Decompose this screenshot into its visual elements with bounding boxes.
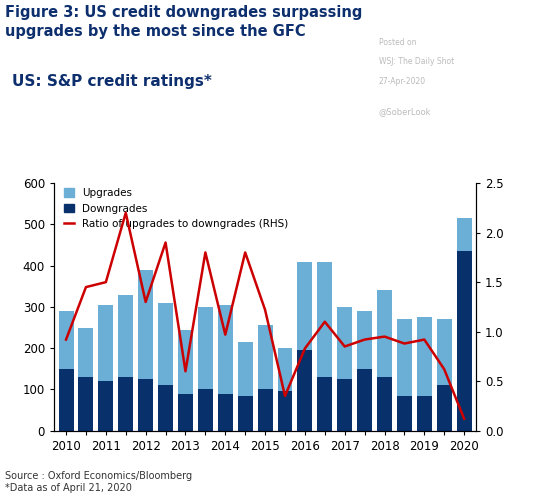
Bar (377, 291, 392, 377)
Bar (237, 396, 253, 431)
Ratio of upgrades to downgrades (RHS) (83, 284, 89, 290)
Ratio of upgrades to downgrades (RHS) (302, 346, 308, 351)
Bar (298, 261, 312, 350)
Ratio of upgrades to downgrades (RHS) (182, 368, 189, 374)
Bar (118, 295, 133, 377)
Ratio of upgrades to downgrades (RHS) (242, 249, 248, 255)
Bar (198, 307, 213, 390)
Bar (158, 303, 173, 385)
Bar (457, 218, 472, 251)
Text: Figure 3: US credit downgrades surpassing
upgrades by the most since the GFC: Figure 3: US credit downgrades surpassin… (5, 5, 363, 39)
Text: 27-Apr-2020: 27-Apr-2020 (379, 77, 426, 86)
Bar (318, 261, 332, 377)
Ratio of upgrades to downgrades (RHS) (122, 210, 129, 216)
Bar (417, 396, 432, 431)
Text: Posted on: Posted on (379, 38, 416, 47)
Text: @SoberLook: @SoberLook (379, 107, 431, 116)
Bar (78, 328, 94, 377)
Ratio of upgrades to downgrades (RHS) (202, 249, 209, 255)
Bar (437, 385, 452, 431)
Bar (138, 270, 153, 379)
Ratio of upgrades to downgrades (RHS) (361, 337, 368, 343)
Bar (198, 390, 213, 431)
Ratio of upgrades to downgrades (RHS) (103, 279, 109, 285)
Bar (417, 317, 432, 396)
Bar (178, 394, 193, 431)
Bar (58, 311, 74, 369)
Ratio of upgrades to downgrades (RHS) (421, 337, 427, 343)
Text: WSJ: The Daily Shot: WSJ: The Daily Shot (379, 57, 454, 66)
Ratio of upgrades to downgrades (RHS) (381, 334, 388, 340)
Bar (357, 369, 372, 431)
Ratio of upgrades to downgrades (RHS) (401, 341, 408, 346)
Ratio of upgrades to downgrades (RHS) (441, 366, 447, 372)
Bar (218, 394, 233, 431)
Bar (237, 342, 253, 396)
Ratio of upgrades to downgrades (RHS) (63, 337, 69, 343)
Ratio of upgrades to downgrades (RHS) (262, 307, 268, 313)
Bar (178, 330, 193, 394)
Bar (337, 307, 352, 379)
Ratio of upgrades to downgrades (RHS) (162, 240, 169, 246)
Line: Ratio of upgrades to downgrades (RHS): Ratio of upgrades to downgrades (RHS) (66, 213, 464, 419)
Text: US: S&P credit ratings*: US: S&P credit ratings* (12, 74, 212, 89)
Bar (318, 377, 332, 431)
Bar (278, 392, 293, 431)
Bar (258, 326, 273, 390)
Legend: Upgrades, Downgrades, Ratio of upgrades to downgrades (RHS): Upgrades, Downgrades, Ratio of upgrades … (63, 189, 288, 229)
Bar (457, 251, 472, 431)
Bar (437, 319, 452, 385)
Bar (58, 369, 74, 431)
Bar (118, 377, 133, 431)
Ratio of upgrades to downgrades (RHS) (321, 319, 328, 325)
Bar (78, 377, 94, 431)
Bar (397, 396, 412, 431)
Bar (377, 377, 392, 431)
Bar (258, 390, 273, 431)
Bar (138, 379, 153, 431)
Ratio of upgrades to downgrades (RHS) (142, 299, 149, 305)
Bar (298, 350, 312, 431)
Bar (357, 311, 372, 369)
Bar (278, 348, 293, 392)
Text: Source : Oxford Economics/Bloomberg
*Data as of April 21, 2020: Source : Oxford Economics/Bloomberg *Dat… (5, 471, 193, 493)
Ratio of upgrades to downgrades (RHS) (222, 332, 228, 338)
Ratio of upgrades to downgrades (RHS) (461, 416, 467, 422)
Bar (98, 305, 113, 381)
Bar (158, 385, 173, 431)
Ratio of upgrades to downgrades (RHS) (341, 344, 348, 349)
Bar (218, 305, 233, 394)
Bar (98, 381, 113, 431)
Bar (337, 379, 352, 431)
Ratio of upgrades to downgrades (RHS) (282, 393, 288, 399)
Bar (397, 319, 412, 396)
